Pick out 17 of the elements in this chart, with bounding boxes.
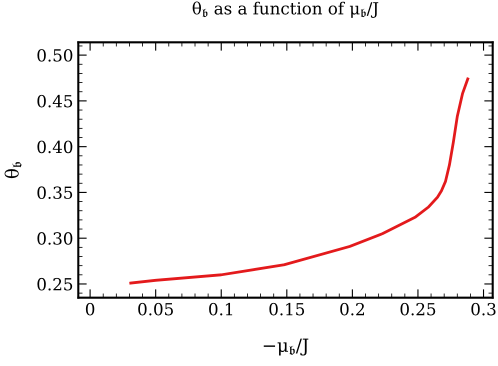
y-tick-label: 0.25: [37, 278, 72, 291]
x-tick-label: 0.05: [138, 302, 173, 316]
x-axis-title: −μ$_{𝔟}$/J: [264, 338, 308, 356]
x-tick-label: 0: [86, 302, 94, 316]
line-series: [129, 78, 470, 284]
y-tick-label: 0.45: [37, 94, 72, 108]
y-axis-title: θ$_{𝔟}$: [4, 162, 22, 178]
x-tick-label: 0.25: [400, 302, 436, 316]
chart-title: θ$_{𝔟}$ as a function of μ$_{𝔟}$/J: [192, 2, 378, 18]
y-tick-label: 0.35: [37, 186, 72, 199]
x-tick-label: 0.2: [340, 302, 364, 316]
x-tick-label: 0.15: [269, 302, 304, 316]
x-tick-label: 0.3: [471, 302, 496, 316]
y-tick-label: 0.50: [37, 49, 72, 62]
x-tick-label: 0.1: [209, 302, 232, 316]
y-tick-label: 0.30: [37, 232, 72, 245]
y-tick-label: 0.40: [37, 140, 72, 154]
